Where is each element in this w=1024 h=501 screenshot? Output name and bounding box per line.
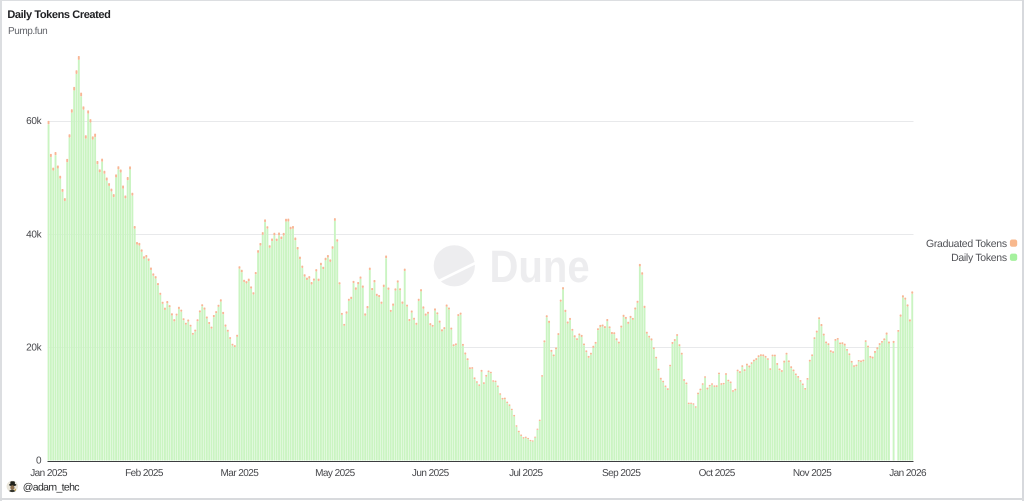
svg-text:Dune: Dune	[490, 241, 590, 292]
svg-text:Feb 2025: Feb 2025	[125, 468, 164, 479]
svg-text:Jun 2025: Jun 2025	[412, 468, 450, 479]
svg-text:Pump.fun: Pump.fun	[8, 26, 47, 37]
svg-text:Daily Tokens: Daily Tokens	[951, 252, 1007, 264]
svg-text:Graduated Tokens: Graduated Tokens	[926, 238, 1007, 250]
svg-text:Jan 2026: Jan 2026	[889, 468, 927, 479]
svg-text:Jul 2025: Jul 2025	[509, 468, 543, 479]
svg-text:Daily Tokens Created: Daily Tokens Created	[7, 9, 110, 21]
svg-text:60k: 60k	[26, 116, 43, 127]
svg-text:Nov 2025: Nov 2025	[793, 468, 832, 479]
svg-text:0: 0	[36, 455, 42, 466]
svg-text:Mar 2025: Mar 2025	[220, 468, 259, 479]
svg-text:40k: 40k	[26, 229, 43, 240]
svg-text:Oct 2025: Oct 2025	[699, 468, 736, 479]
svg-text:@adam_tehc: @adam_tehc	[23, 481, 80, 493]
svg-text:20k: 20k	[26, 343, 43, 354]
svg-text:May 2025: May 2025	[315, 468, 356, 479]
svg-text:Sep 2025: Sep 2025	[602, 468, 641, 479]
svg-text:Jan 2025: Jan 2025	[30, 468, 68, 479]
